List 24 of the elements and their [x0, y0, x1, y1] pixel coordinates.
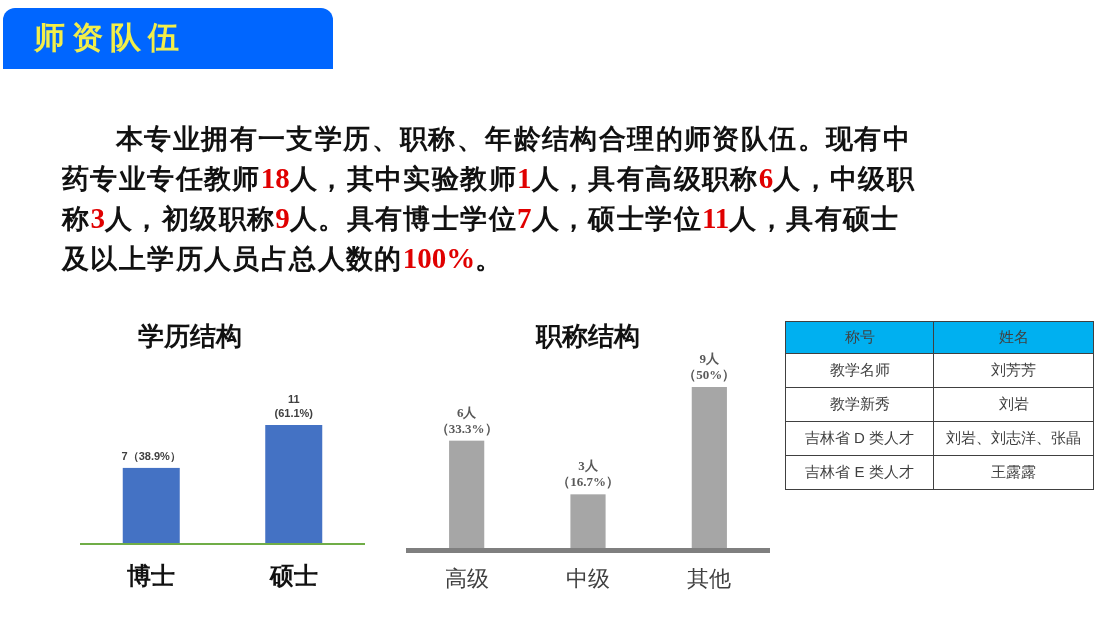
category-label: 教学新秀 — [829, 395, 890, 412]
category-label: 称号 — [785, 321, 934, 354]
x-tick-label: 硕士 — [268, 562, 318, 589]
data-label: 3人（16.7%） — [557, 458, 619, 490]
data-label: 9人（50%） — [683, 351, 736, 382]
text: 师资队伍 — [34, 18, 186, 57]
category-label: 教学名师 — [829, 361, 890, 378]
x-tick-label: 中级 — [566, 566, 610, 591]
category-label: 刘岩、刘志洋、张晶 — [946, 429, 1081, 446]
data-label: 7（38.9%） — [121, 449, 181, 463]
x-tick-label: 高级 — [444, 566, 489, 591]
data-label: 11 (61.1%) — [274, 393, 314, 419]
x-tick-label: 其他 — [687, 566, 732, 591]
category-label: 吉林省 E 类人才 — [805, 463, 914, 480]
chart-title: 职称结构 — [535, 321, 640, 351]
data-label: 6人（33.3%） — [435, 404, 498, 436]
category-label: 姓名 — [933, 321, 1094, 354]
x-tick-label: 博士 — [126, 562, 176, 589]
category-label: 刘岩 — [998, 395, 1029, 412]
chart-title: 学历结构 — [138, 321, 242, 351]
category-label: 刘芳芳 — [991, 361, 1036, 378]
category-label: 王露露 — [991, 463, 1036, 480]
category-label: 吉林省 D 类人才 — [804, 429, 915, 446]
text: 本专业拥有一支学历、职称、年龄结构合理的师资队伍。现有中药专业专任教师18人，其中实验教师1人，具有高级职称6人，中级职称3人，初级职称9人。具有博士学位7人，硕士学位11人，具有硕士及以上学历人员占总人数的100%。 — [62, 124, 916, 274]
